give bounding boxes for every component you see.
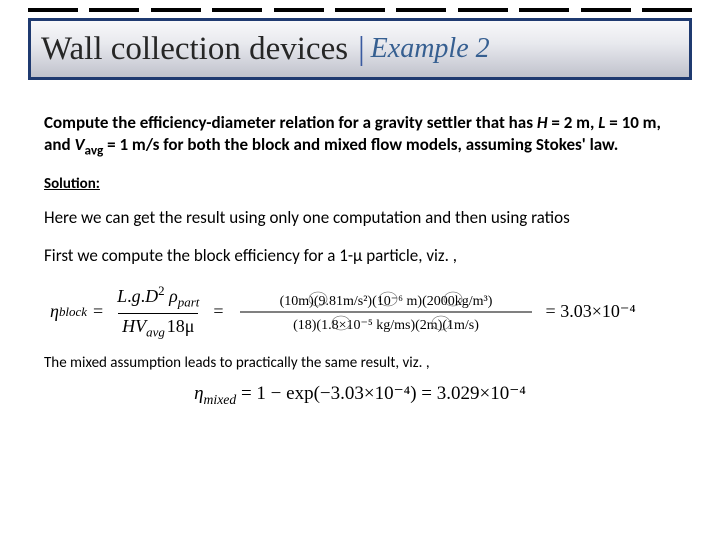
text: = 2 m, bbox=[548, 112, 599, 133]
lhs-fraction: L.g.D2 ρpart HVavg18μ bbox=[113, 283, 203, 340]
solution-label: Solution: bbox=[44, 175, 676, 193]
content-area: Compute the efficiency-diameter relation… bbox=[44, 112, 676, 408]
eta-sub: block bbox=[59, 304, 87, 320]
paragraph-1: Here we can get the result using only on… bbox=[44, 207, 676, 229]
numeric-fraction-graphic: (10m)(9.81m/s²)(10⁻⁶ m)(2000kg/m³) (18)(… bbox=[236, 285, 536, 339]
title-subtitle: Example 2 bbox=[371, 33, 490, 65]
title-main: Wall collection devices bbox=[41, 31, 348, 68]
var-V-sub: avg bbox=[85, 141, 104, 158]
eta-sub: mixed bbox=[204, 392, 237, 407]
equation-mixed: ηmixed = 1 − exp(−3.03×10⁻⁴) = 3.029×10⁻… bbox=[44, 382, 676, 408]
equation-block: ηblock = L.g.D2 ρpart HVavg18μ = (10m)(9… bbox=[50, 283, 676, 340]
text: Compute the efficiency-diameter relation… bbox=[44, 112, 537, 133]
lhs-den: HVavg18μ bbox=[118, 313, 198, 341]
title-separator: | bbox=[358, 31, 365, 68]
eta-symbol: η bbox=[194, 383, 203, 404]
equals: = bbox=[93, 301, 103, 322]
svg-text:(18)(1.8×10⁻⁵ kg/ms)(2m)(1m/s): (18)(1.8×10⁻⁵ kg/ms)(2m)(1m/s) bbox=[293, 318, 479, 333]
title-bar: Wall collection devices | Example 2 bbox=[28, 18, 692, 80]
top-dash-row bbox=[28, 8, 692, 12]
eq-body: = 1 − exp(−3.03×10⁻⁴) = 3.029×10⁻⁴ bbox=[236, 383, 526, 404]
paragraph-2: First we compute the block efficiency fo… bbox=[44, 245, 676, 267]
paragraph-3: The mixed assumption leads to practicall… bbox=[44, 354, 676, 372]
text: = 1 m/s for both the block and mixed flo… bbox=[103, 134, 618, 155]
problem-statement: Compute the efficiency-diameter relation… bbox=[44, 112, 676, 159]
var-V: V bbox=[74, 134, 84, 155]
svg-text:(10m)(9.81m/s²)(10⁻⁶ m)(2000kg: (10m)(9.81m/s²)(10⁻⁶ m)(2000kg/m³) bbox=[279, 294, 492, 309]
eta-symbol: η bbox=[50, 301, 59, 322]
var-H: H bbox=[537, 112, 548, 133]
rhs-result: = 3.03×10⁻⁴ bbox=[546, 301, 636, 322]
equals: = bbox=[213, 301, 223, 322]
lhs-num: L.g.D2 ρpart bbox=[113, 283, 203, 313]
